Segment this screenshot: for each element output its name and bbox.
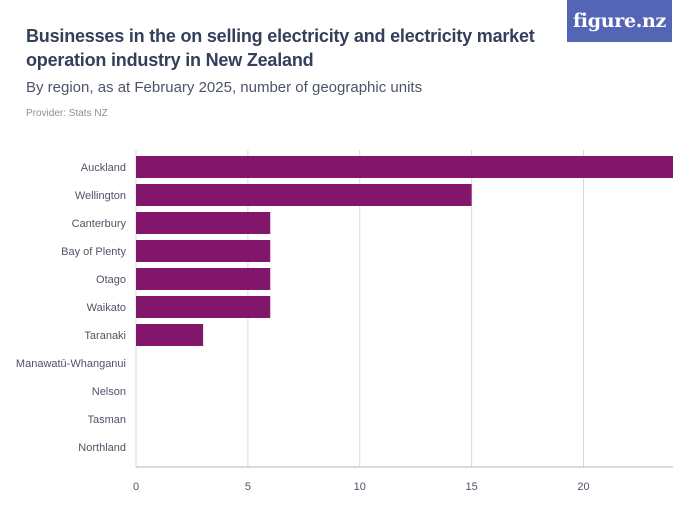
x-tick-label: 0 — [133, 481, 139, 493]
bar-waikato[interactable] — [136, 296, 271, 318]
category-label: Canterbury — [72, 218, 127, 230]
category-labels: Auckland Wellington Canterbury Bay of Plent… — [16, 162, 127, 454]
bar-bay-of-plenty[interactable] — [136, 240, 271, 262]
category-label: Wellington — [75, 190, 126, 202]
provider-note: Provider: Stats NZ — [26, 108, 108, 119]
bar-wellington[interactable] — [136, 184, 472, 206]
chart-subtitle: By region, as at February 2025, number o… — [26, 79, 423, 96]
chart-title: Businesses in the on selling electricity… — [26, 26, 535, 70]
logo-text: figure.nz — [572, 10, 667, 32]
category-label: Manawatū-Whanganui — [16, 358, 126, 370]
bars — [136, 156, 673, 346]
category-label: Northland — [78, 442, 126, 454]
x-tick-label: 20 — [577, 481, 589, 493]
x-axis: 0 5 10 15 20 — [133, 466, 673, 493]
x-tick-label: 5 — [245, 481, 251, 493]
category-label: Bay of Plenty — [61, 246, 126, 258]
category-label: Auckland — [81, 162, 126, 174]
bar-canterbury[interactable] — [136, 212, 271, 234]
category-label: Nelson — [92, 386, 126, 398]
figure-nz-logo[interactable]: figure.nz — [567, 0, 672, 42]
x-tick-label: 10 — [354, 481, 366, 493]
category-label: Tasman — [87, 414, 126, 426]
category-label: Taranaki — [84, 330, 126, 342]
category-label: Waikato — [87, 302, 126, 314]
bar-taranaki[interactable] — [136, 324, 204, 346]
category-label: Otago — [96, 274, 126, 286]
x-tick-label: 15 — [466, 481, 478, 493]
bar-otago[interactable] — [136, 268, 271, 290]
bar-auckland[interactable] — [136, 156, 673, 178]
